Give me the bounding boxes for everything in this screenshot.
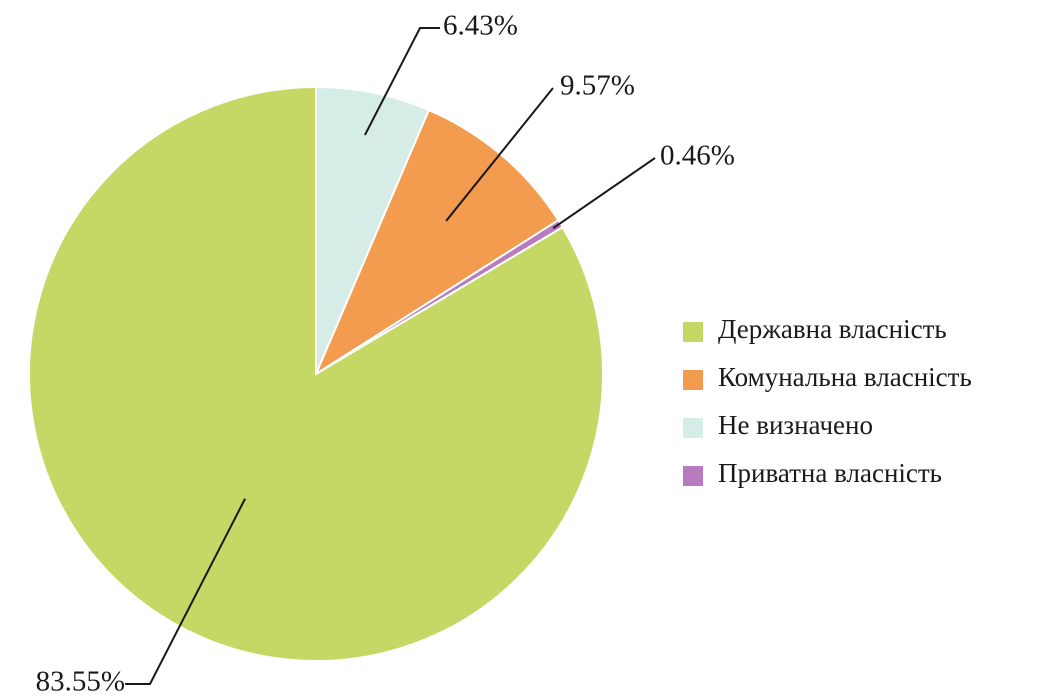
leader-line: [445, 87, 554, 222]
data-label: 83.55%: [36, 666, 125, 698]
pie-slice: [28, 85, 604, 662]
legend-swatch: [683, 466, 703, 486]
legend-label: Комунальна власність: [718, 362, 972, 392]
legend-swatch: [683, 322, 703, 342]
leader-line: [364, 27, 440, 136]
data-label: 6.43%: [443, 10, 518, 42]
legend-swatch: [683, 370, 703, 390]
legend-label: Не визначено: [718, 410, 873, 440]
data-label: 0.46%: [660, 140, 735, 172]
legend-swatch: [683, 418, 703, 438]
data-label: 9.57%: [560, 70, 635, 102]
legend-label: Приватна власність: [718, 458, 942, 488]
pie-slice: [315, 85, 431, 375]
leader-line: [125, 498, 246, 685]
legend-label: Державна власність: [718, 314, 947, 344]
pie-slice: [313, 108, 560, 377]
leader-line: [552, 157, 656, 230]
